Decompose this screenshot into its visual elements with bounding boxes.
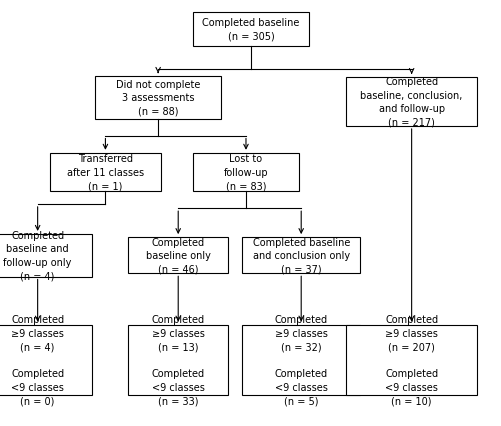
Text: Completed
≥9 classes
(n = 32)

Completed
<9 classes
(n = 5): Completed ≥9 classes (n = 32) Completed … bbox=[274, 314, 327, 406]
Text: Lost to
follow-up
(n = 83): Lost to follow-up (n = 83) bbox=[223, 154, 268, 191]
Text: Completed
≥9 classes
(n = 207)

Completed
<9 classes
(n = 10): Completed ≥9 classes (n = 207) Completed… bbox=[384, 314, 437, 406]
FancyBboxPatch shape bbox=[242, 237, 360, 273]
Text: Did not complete
3 assessments
(n = 88): Did not complete 3 assessments (n = 88) bbox=[116, 79, 200, 117]
FancyBboxPatch shape bbox=[242, 325, 360, 395]
FancyBboxPatch shape bbox=[193, 153, 298, 192]
Text: Completed baseline
and conclusion only
(n = 37): Completed baseline and conclusion only (… bbox=[252, 237, 349, 274]
Text: Completed
baseline, conclusion,
and follow-up
(n = 217): Completed baseline, conclusion, and foll… bbox=[360, 77, 462, 127]
Text: Completed baseline
(n = 305): Completed baseline (n = 305) bbox=[202, 18, 299, 42]
FancyBboxPatch shape bbox=[346, 325, 476, 395]
Text: Completed
baseline and
follow-up only
(n = 4): Completed baseline and follow-up only (n… bbox=[4, 230, 72, 281]
FancyBboxPatch shape bbox=[50, 153, 160, 192]
FancyBboxPatch shape bbox=[95, 77, 220, 119]
FancyBboxPatch shape bbox=[0, 234, 91, 277]
FancyBboxPatch shape bbox=[346, 78, 476, 127]
Text: Transferred
after 11 classes
(n = 1): Transferred after 11 classes (n = 1) bbox=[67, 154, 144, 191]
FancyBboxPatch shape bbox=[193, 13, 308, 47]
Text: Completed
≥9 classes
(n = 13)

Completed
<9 classes
(n = 33): Completed ≥9 classes (n = 13) Completed … bbox=[151, 314, 204, 406]
Text: Completed
baseline only
(n = 46): Completed baseline only (n = 46) bbox=[145, 237, 210, 274]
Text: Completed
≥9 classes
(n = 4)

Completed
<9 classes
(n = 0): Completed ≥9 classes (n = 4) Completed <… bbox=[11, 314, 64, 406]
FancyBboxPatch shape bbox=[128, 325, 228, 395]
FancyBboxPatch shape bbox=[128, 237, 228, 273]
FancyBboxPatch shape bbox=[0, 325, 91, 395]
